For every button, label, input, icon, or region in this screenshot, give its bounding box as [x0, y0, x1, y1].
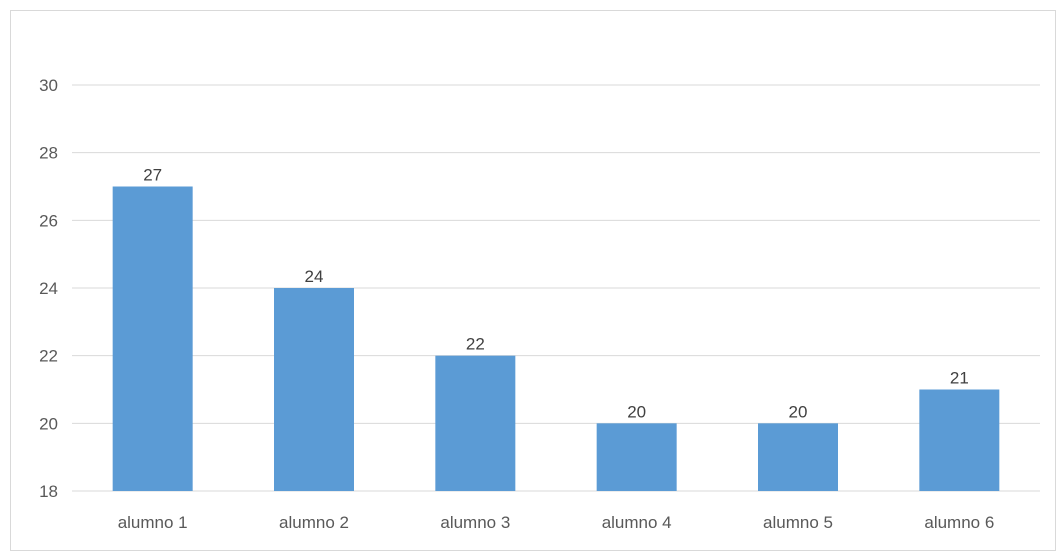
category-label-4: alumno 4 — [602, 513, 672, 532]
bar-5 — [758, 423, 838, 491]
y-tick-label-2: 22 — [39, 347, 58, 366]
y-tick-label-6: 30 — [39, 76, 58, 95]
bar-3 — [435, 355, 516, 491]
category-label-3: alumno 3 — [440, 513, 510, 532]
y-tick-label-5: 28 — [39, 144, 58, 163]
data-label-1: 27 — [143, 166, 162, 185]
data-label-5: 20 — [789, 402, 808, 421]
category-label-5: alumno 5 — [763, 513, 833, 532]
bar-1 — [112, 186, 193, 491]
data-label-6: 21 — [950, 369, 969, 388]
data-label-2: 24 — [305, 267, 324, 286]
data-label-4: 20 — [627, 402, 646, 421]
category-label-1: alumno 1 — [118, 513, 188, 532]
bar-6 — [919, 389, 1000, 491]
category-label-6: alumno 6 — [924, 513, 994, 532]
y-tick-label-0: 18 — [39, 482, 58, 501]
y-tick-label-3: 24 — [39, 279, 58, 298]
bar-2 — [274, 288, 354, 491]
bar-4 — [596, 423, 677, 491]
y-tick-label-4: 26 — [39, 211, 58, 230]
data-label-3: 22 — [466, 335, 485, 354]
category-label-2: alumno 2 — [279, 513, 349, 532]
y-tick-label-1: 20 — [39, 414, 58, 433]
